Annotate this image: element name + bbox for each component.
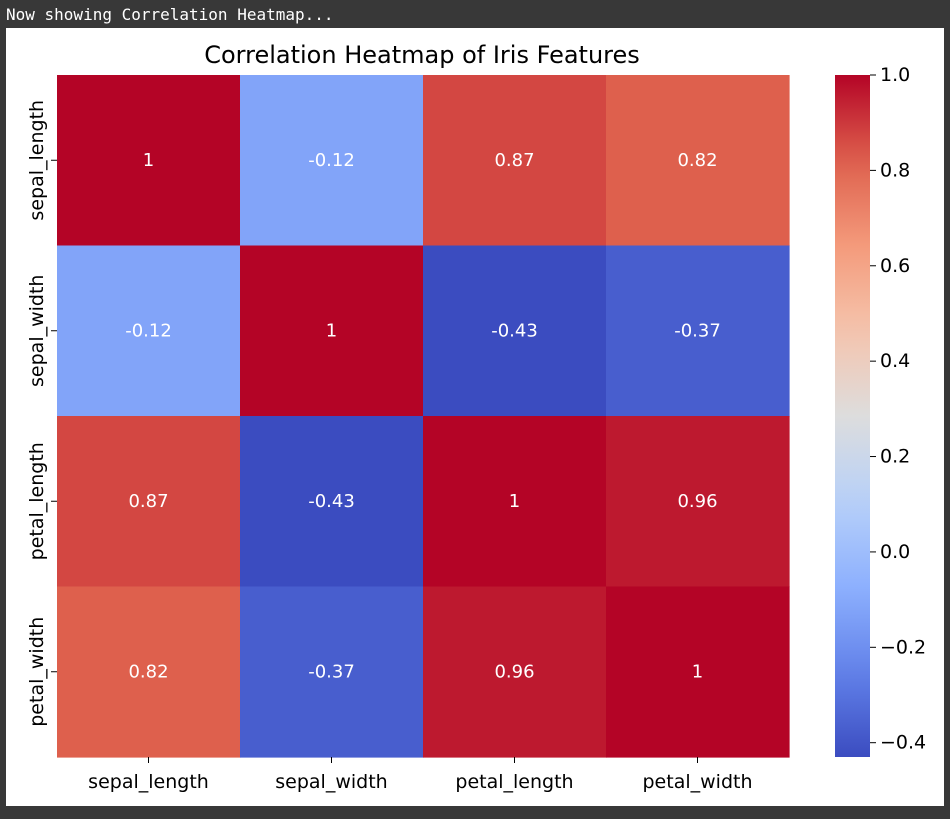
heatmap-cell — [240, 75, 424, 247]
cell-annotation: 0.96 — [494, 661, 534, 682]
y-tick-label: petal_width — [26, 617, 48, 727]
colorbar-tick-label: 0.6 — [880, 255, 910, 277]
heatmap-cell — [606, 586, 790, 758]
cell-annotation: -0.12 — [125, 320, 172, 341]
heatmap-cell — [423, 416, 607, 588]
heatmap-cell — [423, 586, 607, 758]
heatmap-cell — [57, 416, 241, 588]
cell-annotation: -0.12 — [308, 150, 355, 171]
x-tick-label: sepal_width — [275, 771, 387, 793]
heatmap-chart: Correlation Heatmap of Iris Features 1 -0… — [26, 41, 926, 793]
colorbar-tick-label: 0.2 — [880, 446, 910, 468]
cell-annotation: -0.43 — [491, 320, 538, 341]
heatmap-cell — [423, 75, 607, 247]
cell-annotation: 0.82 — [128, 661, 168, 682]
heatmap-cell — [423, 245, 607, 417]
heatmap-cell — [606, 75, 790, 247]
cell-annotation: 0.82 — [677, 150, 717, 171]
cell-annotation: 1 — [509, 491, 520, 512]
colorbar-tick-label: 1.0 — [880, 64, 910, 86]
cell-annotation: -0.37 — [308, 661, 355, 682]
cell-annotation: 0.96 — [677, 491, 717, 512]
x-tick-label: petal_width — [643, 771, 753, 793]
heatmap-figure: Correlation Heatmap of Iris Features 1 -0… — [6, 28, 944, 806]
x-tick-label: petal_length — [455, 771, 573, 793]
cell-annotation: -0.43 — [308, 491, 355, 512]
cell-annotation: 1 — [143, 150, 154, 171]
heatmap-cell — [57, 586, 241, 758]
colorbar-tick-label: 0.0 — [880, 541, 910, 563]
y-tick-label: petal_length — [26, 442, 48, 560]
cell-annotation: -0.37 — [674, 320, 721, 341]
cell-annotation: 0.87 — [494, 150, 534, 171]
y-tick-label: sepal_length — [26, 100, 48, 221]
heatmap-cell — [240, 416, 424, 588]
cell-annotation: 0.87 — [128, 491, 168, 512]
chart-title: Correlation Heatmap of Iris Features — [204, 41, 640, 69]
cell-annotation: 1 — [326, 320, 337, 341]
heatmap-cell — [240, 245, 424, 417]
heatmap-cell — [606, 245, 790, 417]
colorbar-tick-label: 0.8 — [880, 159, 910, 181]
console-output-line: Now showing Correlation Heatmap... — [6, 5, 334, 24]
colorbar-tick-label: −0.4 — [880, 732, 926, 754]
heatmap-cell — [57, 245, 241, 417]
heatmap-cell — [240, 586, 424, 758]
x-tick-label: sepal_length — [88, 771, 209, 793]
colorbar-tick-label: −0.2 — [880, 636, 926, 658]
heatmap-cell — [606, 416, 790, 588]
y-tick-label: sepal_width — [26, 275, 48, 387]
colorbar — [835, 75, 870, 757]
heatmap-cell — [57, 75, 241, 247]
cell-annotation: 1 — [692, 661, 703, 682]
colorbar-tick-label: 0.4 — [880, 350, 910, 372]
